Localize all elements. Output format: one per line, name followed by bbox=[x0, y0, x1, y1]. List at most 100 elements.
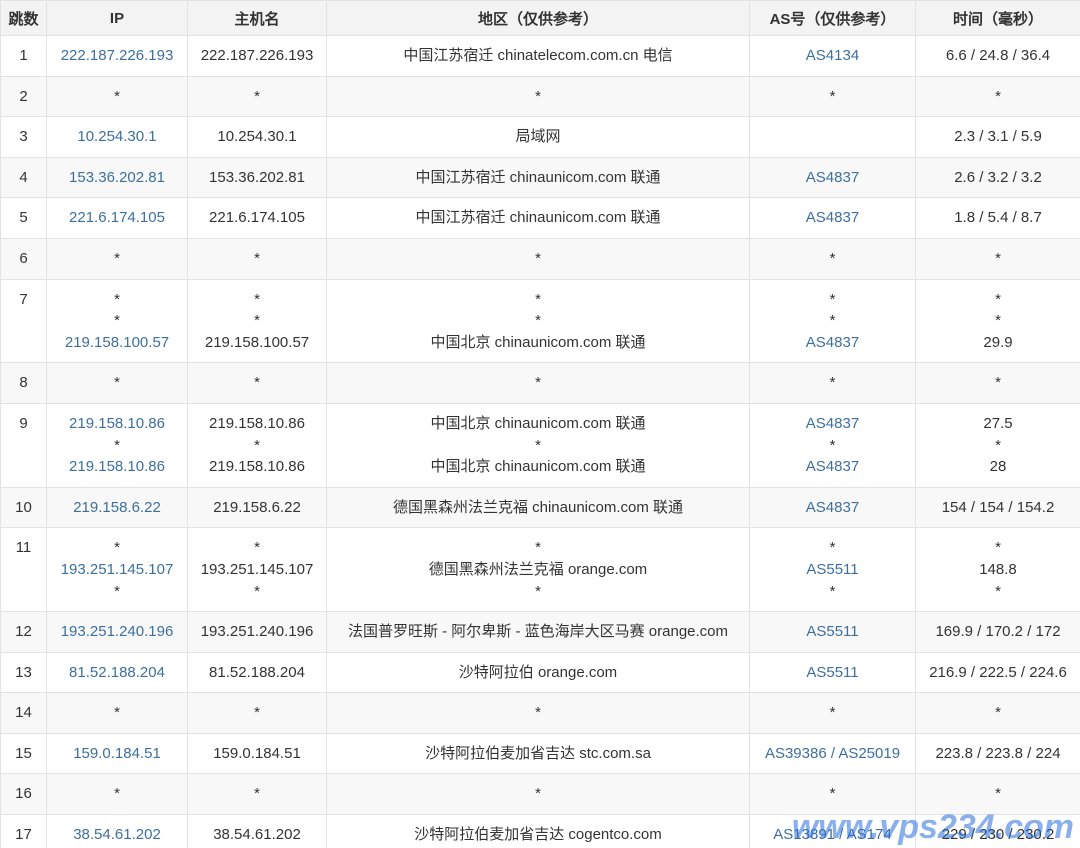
latency-cell: * bbox=[915, 362, 1080, 404]
latency-cell: * bbox=[915, 773, 1080, 816]
asn[interactable]: AS5511 bbox=[806, 623, 859, 641]
asn-cell: AS39386 / AS25019 bbox=[749, 732, 916, 775]
region: * bbox=[535, 582, 541, 600]
ip[interactable]: 81.52.188.204 bbox=[69, 663, 165, 681]
asn-cell: AS4134 bbox=[749, 35, 916, 77]
ip: * bbox=[114, 87, 120, 105]
ip[interactable]: 159.0.184.51 bbox=[73, 744, 161, 762]
asn[interactable]: AS5511 bbox=[806, 663, 859, 681]
latency: * bbox=[995, 785, 1001, 803]
region: 法国普罗旺斯 - 阿尔卑斯 - 蓝色海岸大区马赛 orange.com bbox=[347, 623, 729, 641]
hostname: * bbox=[254, 436, 260, 454]
ip[interactable]: 219.158.10.86 bbox=[69, 458, 165, 476]
latency-cell: 169.9 / 170.2 / 172 bbox=[915, 611, 1080, 653]
asn: * bbox=[829, 539, 836, 557]
region: * bbox=[535, 249, 541, 267]
ip[interactable]: 153.36.202.81 bbox=[69, 168, 165, 186]
column-header: 跳数 bbox=[0, 0, 47, 36]
region: * bbox=[535, 290, 541, 308]
region-cell: * 德国黑森州法兰克福 orange.com * bbox=[326, 527, 750, 613]
hop-row: 16 * * * * * bbox=[0, 773, 1080, 816]
hop-cell: 13 bbox=[0, 651, 47, 694]
region-cell: 法国普罗旺斯 - 阿尔卑斯 - 蓝色海岸大区马赛 orange.com bbox=[326, 611, 750, 653]
asn-cell: * AS5511 * bbox=[749, 527, 916, 613]
ip[interactable]: 219.158.6.22 bbox=[73, 498, 161, 516]
ip[interactable]: 10.254.30.1 bbox=[77, 128, 157, 146]
ip: * bbox=[114, 290, 120, 308]
hostname-cell: 222.187.226.193 bbox=[187, 35, 327, 77]
region-cell: 中国江苏宿迁 chinaunicom.com 联通 bbox=[326, 156, 750, 199]
hostname: 219.158.10.86 bbox=[209, 458, 305, 476]
latency-cell: 154 / 154 / 154.2 bbox=[915, 486, 1080, 529]
hop-cell: 17 bbox=[0, 814, 47, 848]
hop-cell: 8 bbox=[0, 362, 47, 404]
asn-cell: AS4837 bbox=[749, 197, 916, 239]
watermark: www.vps234.com bbox=[791, 808, 1074, 846]
hop-number: 4 bbox=[19, 168, 28, 186]
hop-cell: 14 bbox=[0, 692, 47, 734]
ip[interactable]: 219.158.10.86 bbox=[69, 414, 165, 432]
ip[interactable]: 221.6.174.105 bbox=[69, 209, 165, 227]
region: 中国北京 chinaunicom.com 联通 bbox=[430, 458, 646, 476]
asn[interactable]: AS4134 bbox=[805, 47, 860, 64]
region: * bbox=[535, 436, 541, 454]
hop-number: 12 bbox=[15, 623, 32, 641]
hop-number: 10 bbox=[15, 498, 32, 516]
asn[interactable]: AS4837 bbox=[805, 414, 860, 432]
region-cell: 沙特阿拉伯 orange.com bbox=[326, 651, 750, 694]
region: 沙特阿拉伯 orange.com bbox=[458, 663, 618, 681]
region-cell: 中国江苏宿迁 chinaunicom.com 联通 bbox=[326, 197, 750, 239]
region: 局域网 bbox=[515, 128, 561, 146]
asn: * bbox=[829, 312, 836, 330]
asn[interactable]: AS39386 / AS25019 bbox=[764, 744, 901, 762]
asn[interactable]: AS4837 bbox=[805, 333, 860, 351]
hop-cell: 11 bbox=[0, 527, 47, 613]
ip[interactable]: 38.54.61.202 bbox=[73, 826, 161, 844]
column-header: 时间（毫秒） bbox=[915, 0, 1080, 36]
latency: * bbox=[995, 539, 1001, 557]
latency: * bbox=[995, 436, 1001, 454]
latency-cell: 223.8 / 223.8 / 224 bbox=[915, 732, 1080, 775]
hop-row: 14 * * * * * bbox=[0, 692, 1080, 734]
column-header: AS号（仅供参考） bbox=[749, 0, 916, 36]
region-cell: 德国黑森州法兰克福 chinaunicom.com 联通 bbox=[326, 486, 750, 529]
asn: * bbox=[829, 704, 836, 722]
hop-row: 1 222.187.226.193 222.187.226.193 中国江苏宿迁 ch… bbox=[0, 35, 1080, 77]
region-cell: * bbox=[326, 692, 750, 734]
latency: 2.6 / 3.2 / 3.2 bbox=[954, 168, 1042, 186]
ip: * bbox=[114, 312, 120, 330]
ip[interactable]: 219.158.100.57 bbox=[64, 333, 170, 351]
asn[interactable]: AS4837 bbox=[805, 209, 860, 227]
asn[interactable]: AS5511 bbox=[806, 560, 859, 578]
ip-cell: 219.158.6.22 bbox=[46, 486, 188, 529]
hostname-cell: 38.54.61.202 bbox=[187, 814, 327, 848]
asn: * bbox=[829, 249, 836, 267]
hop-cell: 10 bbox=[0, 486, 47, 529]
hop-row: 4 153.36.202.81 153.36.202.81 中国江苏宿迁 chinau… bbox=[0, 156, 1080, 199]
ip[interactable]: 222.187.226.193 bbox=[60, 47, 174, 64]
region-cell: * bbox=[326, 773, 750, 816]
hostname-cell: 219.158.6.22 bbox=[187, 486, 327, 529]
hop-number: 15 bbox=[15, 744, 32, 762]
hostname: 153.36.202.81 bbox=[209, 168, 305, 186]
hop-row: 15 159.0.184.51 159.0.184.51 沙特阿拉伯麦加省吉达 stc… bbox=[0, 732, 1080, 775]
asn[interactable]: AS4837 bbox=[805, 458, 860, 476]
asn[interactable]: AS4837 bbox=[805, 168, 860, 186]
hostname: * bbox=[254, 87, 260, 105]
asn-cell: AS13891 / AS174 bbox=[749, 814, 916, 848]
latency-cell: 27.5 * 28 bbox=[915, 402, 1080, 488]
hop-cell: 15 bbox=[0, 732, 47, 775]
column-header: IP bbox=[46, 0, 188, 36]
asn[interactable]: AS4837 bbox=[805, 498, 860, 516]
asn: * bbox=[829, 436, 836, 454]
hostname-cell: * bbox=[187, 75, 327, 118]
latency: * bbox=[995, 249, 1001, 267]
latency-cell: * bbox=[915, 237, 1080, 280]
latency: 229 / 230 / 230.2 bbox=[941, 826, 1055, 844]
hop-row: 7 * * 219.158.100.57 * * 219.158.100.57 * * 中国北京 … bbox=[0, 278, 1080, 364]
ip[interactable]: 193.251.145.107 bbox=[60, 560, 174, 578]
asn[interactable]: AS13891 / AS174 bbox=[773, 826, 892, 844]
ip[interactable]: 193.251.240.196 bbox=[60, 623, 174, 641]
hostname: 159.0.184.51 bbox=[213, 744, 301, 762]
